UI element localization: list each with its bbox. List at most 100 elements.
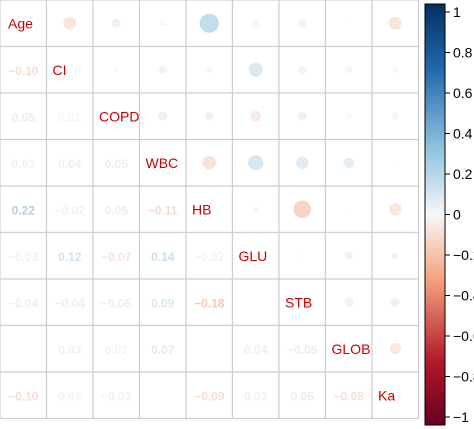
corr-circle-GLOB-Ka [389, 342, 402, 355]
corr-circle-CI-GLU [248, 62, 263, 77]
corr-value-GLU-HB: −0.02 [194, 250, 225, 264]
corr-value-STB-WBC: 0.09 [151, 296, 175, 310]
colorbar-tick-label: 1 [453, 4, 461, 20]
corr-value-GLU-COPD: −0.07 [101, 250, 132, 264]
cell-Ka-HB [185, 371, 234, 420]
cell-WBC-Age [0, 138, 48, 187]
diagonal-label-STB: STB [285, 294, 312, 310]
corr-value-HB-CI: −0.02 [55, 203, 86, 217]
cell-HB-Age [0, 185, 48, 234]
cell-COPD-CI [45, 92, 94, 141]
diagonal-label-Age: Age [8, 15, 33, 31]
corr-circle-WBC-GLU [248, 155, 264, 171]
corr-value-Ka-CI: 0.02 [58, 389, 82, 403]
corr-circle-Age-Ka [388, 16, 402, 30]
cell-CI-CI [45, 45, 94, 94]
colorbar-tick-label: −0.6 [453, 328, 474, 344]
colorbar-tick-label: −0.4 [453, 288, 474, 304]
corr-circle-COPD-GLOB [345, 113, 352, 120]
cell-Ka-WBC [138, 371, 187, 420]
cell-GLOB-GLOB [324, 324, 373, 373]
corr-value-GLU-WBC: 0.14 [151, 250, 175, 264]
corr-value-GLOB-CI: 0.03 [58, 343, 82, 357]
corr-value-CI-Age: −0.10 [8, 64, 39, 78]
diagonal-label-HB: HB [192, 201, 211, 217]
colorbar-tick-label: 0.8 [453, 45, 473, 61]
diagonal-label-GLOB: GLOB [332, 341, 371, 357]
corr-value-GLOB-WBC: 0.07 [151, 343, 175, 357]
corr-circle-COPD-GLU [250, 110, 262, 122]
corr-circle-HB-STB [293, 200, 311, 218]
corr-value-GLOB-COPD: 0.02 [105, 343, 129, 357]
corr-circle-Age-GLU [252, 19, 260, 27]
corr-circle-STB-GLOB [344, 297, 354, 307]
colorbar-tick-label: −0.2 [453, 247, 474, 263]
corr-value-GLU-CI: 0.12 [58, 250, 82, 264]
corr-value-STB-Age: −0.04 [8, 296, 39, 310]
cell-GLU-HB [185, 231, 234, 280]
corr-circle-Age-WBC [159, 20, 166, 27]
diagonal-label-Ka: Ka [378, 387, 395, 403]
corr-value-Ka-GLOB: −0.08 [334, 389, 365, 403]
cell-STB-Age [0, 278, 48, 327]
cell-GLOB-COPD [92, 324, 141, 373]
corr-value-HB-COPD: 0.05 [105, 203, 129, 217]
corr-circle-HB-GLOB [347, 207, 351, 211]
corr-value-STB-CI: −0.04 [55, 296, 86, 310]
corr-circle-COPD-HB [204, 111, 214, 121]
colorbar-tick-label: 0.4 [453, 126, 473, 142]
cell-WBC-CI [45, 138, 94, 187]
cell-GLU-GLU [231, 231, 280, 280]
matrix-cells: Age −0.10 CI 0.05 0.01 COPD 0.02 0.04 0.05 WBC 0.2… [0, 0, 420, 420]
diagonal-label-GLU: GLU [239, 248, 268, 264]
corr-circle-WBC-GLOB [343, 157, 355, 169]
colorbar: 1 0.8 0.6 0.4 0.2 0 −0.2 −0.4 −0.6 −0.8 −1 [424, 3, 474, 426]
corr-circle-CI-STB [298, 65, 307, 74]
corr-circle-COPD-WBC [158, 111, 168, 121]
cell-GLOB-HB [185, 324, 234, 373]
corr-circle-Age-GLOB [347, 21, 351, 25]
colorbar-tick-label: −1 [453, 409, 469, 425]
corr-value-GLOB-GLU: 0.04 [244, 343, 268, 357]
cell-Ka-CI [45, 371, 94, 420]
corr-circle-WBC-STB [296, 156, 309, 169]
cell-GLOB-CI [45, 324, 94, 373]
colorbar-gradient [424, 3, 446, 426]
cell-GLOB-WBC [138, 324, 187, 373]
corr-circle-CI-HB [206, 66, 213, 73]
corr-circle-Age-COPD [111, 18, 121, 28]
corr-circle-COPD-Ka [391, 112, 399, 120]
corr-value-Ka-HB: −0.09 [194, 389, 225, 403]
corr-circle-CI-COPD [114, 67, 119, 72]
diagonal-label-CI: CI [53, 62, 67, 78]
cell-STB-HB [185, 278, 234, 327]
cell-STB-CI [45, 278, 94, 327]
cell-HB-COPD [92, 185, 141, 234]
diagonal-label-WBC: WBC [146, 155, 179, 171]
corr-value-GLU-Age: −0.03 [8, 250, 39, 264]
corr-circle-CI-WBC [158, 65, 167, 74]
cell-GLOB-Age [0, 324, 48, 373]
corr-circle-WBC-HB [202, 155, 217, 170]
corr-value-WBC-COPD: 0.05 [105, 157, 129, 171]
cell-WBC-COPD [92, 138, 141, 187]
corr-value-Ka-COPD: −0.03 [101, 389, 132, 403]
corr-circle-Age-HB [199, 13, 219, 33]
corr-circle-CI-GLOB [345, 66, 353, 74]
corr-circle-Age-STB [298, 19, 307, 28]
corr-circle-STB-Ka [390, 297, 400, 307]
corr-value-HB-Age: 0.22 [12, 203, 36, 217]
corr-circle-WBC-Ka [393, 161, 397, 165]
corr-value-COPD-CI: 0.01 [58, 110, 82, 124]
corr-value-COPD-Age: 0.05 [12, 110, 36, 124]
corr-circle-GLU-GLOB [344, 251, 353, 260]
corr-value-Ka-Age: −0.10 [8, 389, 39, 403]
corr-circle-GLU-Ka [391, 252, 399, 260]
corr-circle-COPD-STB [297, 111, 307, 121]
colorbar-tick-label: 0.6 [453, 85, 473, 101]
cell-Ka-Ka [371, 371, 420, 420]
corr-circle-CI-Ka [392, 66, 399, 73]
corr-circle-GLU-STB [300, 254, 304, 258]
cell-Ka-GLU [231, 371, 280, 420]
